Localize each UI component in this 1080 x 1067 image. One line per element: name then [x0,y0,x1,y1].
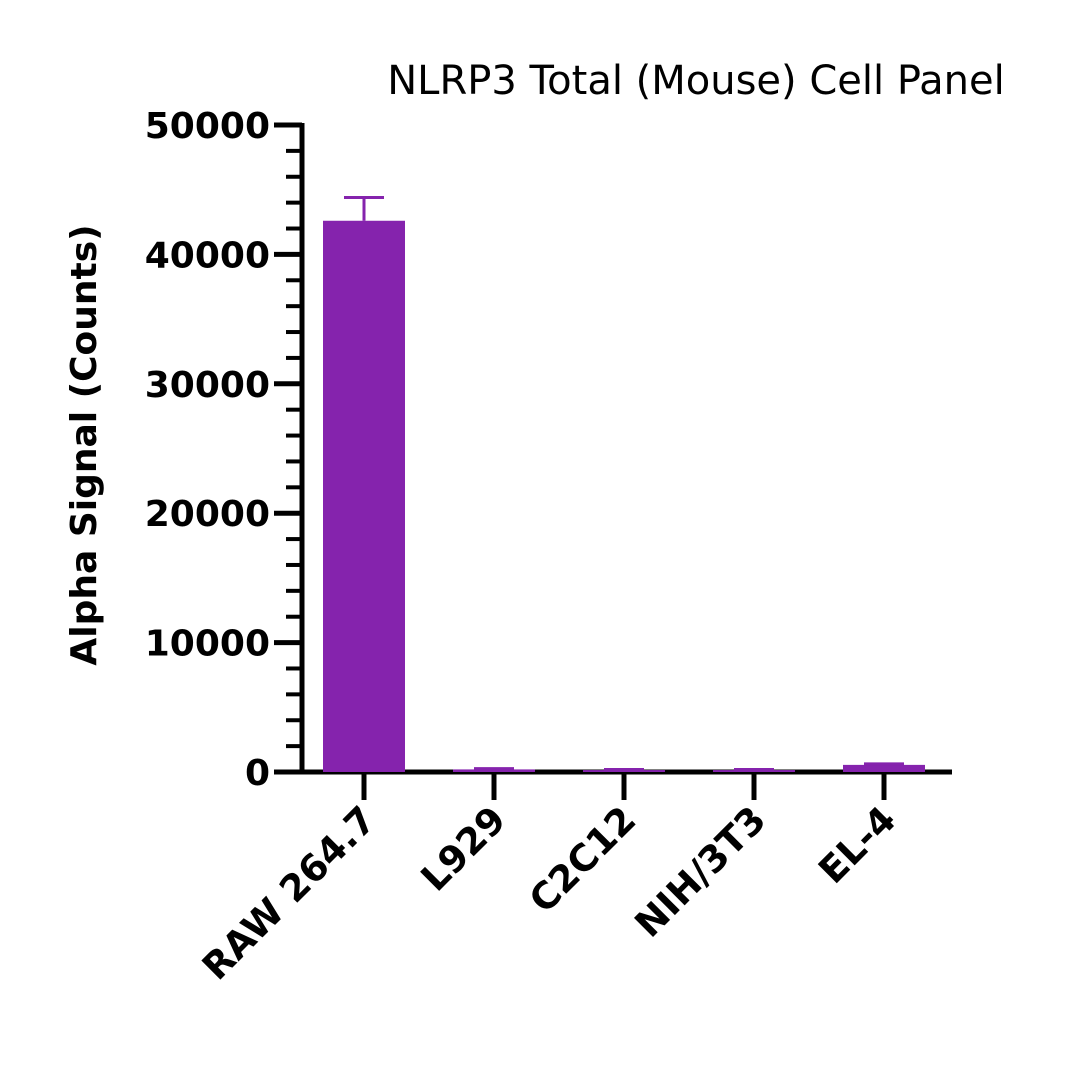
y-tick-label: 50000 [145,106,270,147]
bar [843,764,925,772]
x-tick-label: NIH/3T3 [627,798,775,946]
y-tick-label: 0 [245,753,270,794]
bars-group [323,195,925,773]
y-tick-label: 20000 [145,494,270,535]
y-axis: 0 10000 20000 30000 40000 50000 [145,106,305,794]
y-axis-label: Alpha Signal (Counts) [64,224,105,665]
x-tick-label: EL-4 [810,798,904,892]
x-tick-label: L929 [413,798,515,900]
y-tick-label: 40000 [145,235,270,276]
y-tick-label: 10000 [145,624,270,665]
y-tick-label: 30000 [145,365,270,406]
x-tick-label: RAW 264.7 [194,798,384,988]
x-tick-label: C2C12 [521,798,644,921]
bar [453,769,535,772]
chart-title: NLRP3 Total (Mouse) Cell Panel [387,58,1005,104]
bar [323,220,405,773]
